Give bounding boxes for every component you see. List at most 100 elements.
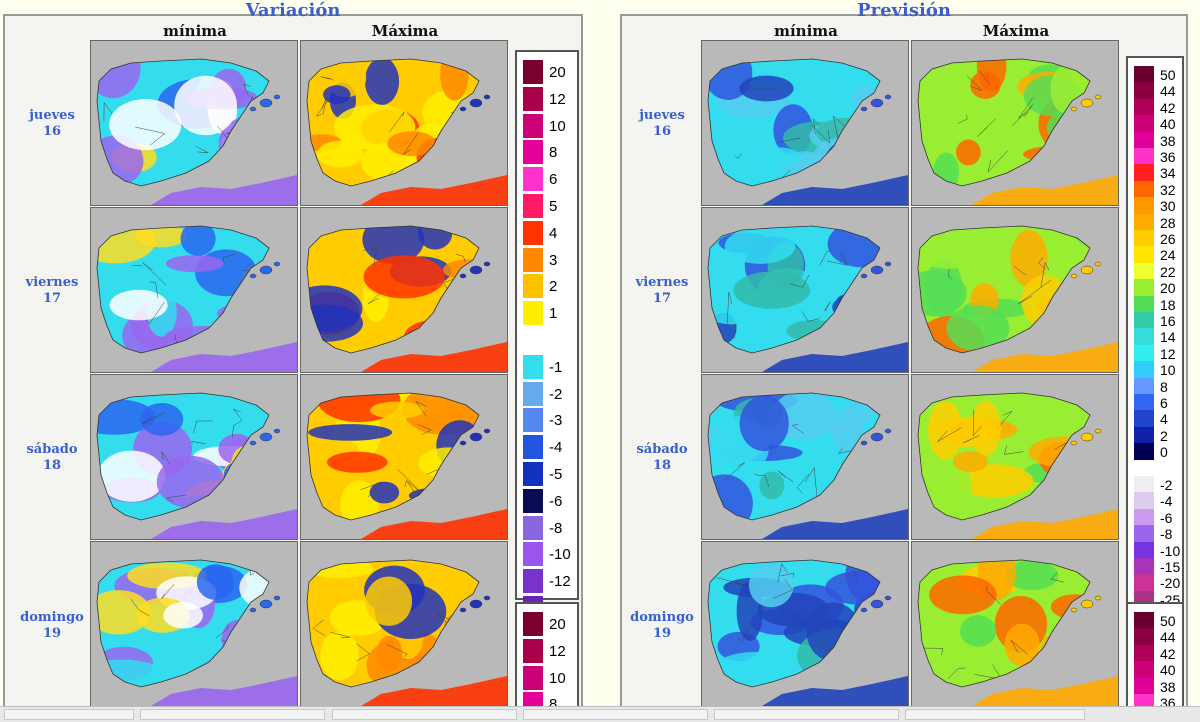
balearic-island xyxy=(470,266,482,274)
map-graphic xyxy=(301,375,507,539)
legend-swatch xyxy=(523,87,543,111)
africa-coast xyxy=(361,342,507,372)
legend-row: 38 xyxy=(1134,678,1200,694)
variacion-title: Variación xyxy=(5,0,581,21)
balearic-island xyxy=(1095,429,1101,433)
temperature-zone xyxy=(1004,624,1039,667)
africa-coast xyxy=(762,509,908,539)
legend-value: 26 xyxy=(1160,231,1176,247)
map-prev-min-domingo[interactable] xyxy=(701,541,909,707)
map-prev-max-jueves[interactable] xyxy=(911,40,1119,206)
map-prev-max-viernes[interactable] xyxy=(911,207,1119,373)
map-graphic xyxy=(702,375,908,539)
map-prev-min-sabado[interactable] xyxy=(701,374,909,540)
day-name: domingo xyxy=(622,610,702,626)
legend-row: 12 xyxy=(523,87,593,111)
legend-row: 50 xyxy=(1134,612,1200,628)
temperature-zone xyxy=(933,153,959,192)
balearic-island xyxy=(470,600,482,608)
map-var-min-jueves[interactable] xyxy=(90,40,298,206)
legend-swatch xyxy=(1134,509,1154,525)
taskbar-item[interactable] xyxy=(140,709,325,720)
temperature-zone xyxy=(1065,465,1093,516)
africa-coast xyxy=(151,342,297,372)
taskbar-item[interactable] xyxy=(523,709,708,720)
taskbar-item[interactable] xyxy=(905,709,1085,720)
legend-swatch xyxy=(1134,197,1154,213)
province-border xyxy=(421,661,430,688)
map-prev-max-sabado[interactable] xyxy=(911,374,1119,540)
day-name: sábado xyxy=(12,442,92,458)
legend-row: 1 xyxy=(523,301,593,325)
map-var-min-sabado[interactable] xyxy=(90,374,298,540)
taskbar-item[interactable] xyxy=(332,709,517,720)
legend-swatch xyxy=(523,569,543,593)
map-var-min-domingo[interactable] xyxy=(90,541,298,707)
day-name: jueves xyxy=(12,108,92,124)
map-prev-min-viernes[interactable] xyxy=(701,207,909,373)
africa-coast xyxy=(361,676,507,706)
legend-row: 14 xyxy=(1134,328,1200,344)
map-prev-max-domingo[interactable] xyxy=(911,541,1119,707)
map-var-max-jueves[interactable] xyxy=(300,40,508,206)
taskbar-item[interactable] xyxy=(714,709,899,720)
legend-swatch xyxy=(523,221,543,245)
legend-value: -6 xyxy=(1160,510,1172,526)
taskbar-item[interactable] xyxy=(4,709,134,720)
legend-value: 2 xyxy=(1160,428,1168,444)
legend-swatch xyxy=(523,666,543,690)
africa-coast xyxy=(151,509,297,539)
legend-row: -20 xyxy=(1134,574,1200,590)
africa-coast xyxy=(151,175,297,205)
map-graphic xyxy=(702,542,908,706)
legend-swatch xyxy=(1134,460,1154,476)
map-var-max-domingo[interactable] xyxy=(300,541,508,707)
legend-row: -4 xyxy=(523,435,593,459)
temperature-zone xyxy=(960,615,996,646)
temperature-zone xyxy=(929,575,997,614)
legend-row: -8 xyxy=(523,516,593,540)
legend-value: -4 xyxy=(549,439,562,456)
map-prev-min-jueves[interactable] xyxy=(701,40,909,206)
legend-value: -1 xyxy=(549,359,562,376)
legend-value: 14 xyxy=(1160,329,1176,345)
legend-swatch xyxy=(1134,132,1154,148)
legend-row: 0 xyxy=(1134,443,1200,459)
africa-coast xyxy=(151,676,297,706)
temperature-zone xyxy=(240,282,275,306)
balearic-island xyxy=(1081,433,1093,441)
legend-row: 20 xyxy=(523,612,593,636)
legend-swatch xyxy=(1134,525,1154,541)
legend-value: 6 xyxy=(549,171,557,188)
temperature-zone xyxy=(1022,275,1069,327)
balearic-island xyxy=(861,608,867,612)
legend-value: 28 xyxy=(1160,215,1176,231)
legend-value: 20 xyxy=(1160,280,1176,296)
balearic-island xyxy=(1081,99,1093,107)
legend-swatch xyxy=(523,328,543,352)
africa-coast xyxy=(361,509,507,539)
legend-row: 30 xyxy=(1134,197,1200,213)
day-number: 19 xyxy=(622,626,702,642)
temperature-zone xyxy=(217,302,293,325)
legend-value: 40 xyxy=(1160,116,1176,132)
temperature-zone xyxy=(440,48,468,101)
map-var-max-viernes[interactable] xyxy=(300,207,508,373)
legend-row: -1 xyxy=(523,355,593,379)
temperature-zone xyxy=(323,85,350,104)
day-number: 18 xyxy=(622,458,702,474)
legend-swatch xyxy=(523,140,543,164)
map-var-min-viernes[interactable] xyxy=(90,207,298,373)
africa-coast xyxy=(762,676,908,706)
var-col-maxima: Máxima xyxy=(301,22,509,40)
legend-swatch xyxy=(1134,164,1154,180)
temperature-zone xyxy=(140,403,183,436)
balearic-island xyxy=(484,429,490,433)
temperature-zone xyxy=(1029,437,1102,468)
legend-row: 32 xyxy=(1134,181,1200,197)
map-var-max-sabado[interactable] xyxy=(300,374,508,540)
legend-swatch xyxy=(1134,612,1154,628)
